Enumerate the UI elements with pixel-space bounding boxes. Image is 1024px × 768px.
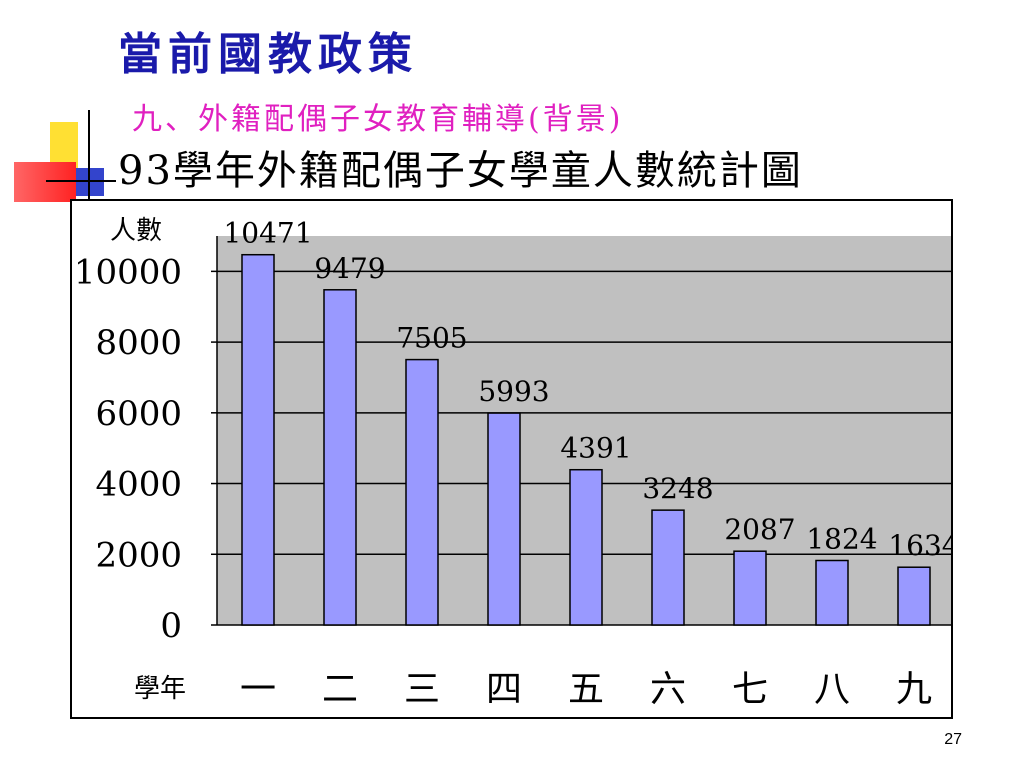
x-tick-label: 三 [404,669,440,710]
data-label: 1634 [888,529,951,562]
x-tick-label: 二 [322,669,358,710]
data-label: 5993 [478,375,549,408]
bar [897,566,931,626]
y-axis-label: 人數 [110,216,162,246]
deco-red-square [14,162,76,202]
x-tick-label: 五 [568,669,604,710]
y-tick-label: 6000 [95,394,182,434]
data-label: 1824 [806,522,877,555]
chart-heading: 93學年外籍配偶子女學童人數統計圖 [118,148,803,194]
x-tick-label: 一 [240,669,276,710]
x-tick-label: 七 [732,669,768,710]
bar [487,412,521,626]
bar [405,358,439,626]
bar [733,550,767,626]
data-label: 9479 [314,252,385,285]
x-axis-label: 學年 [134,674,186,704]
page-number: 27 [944,731,962,748]
y-tick-label: 0 [160,606,182,646]
slide-subtitle: 九、外籍配偶子女教育輔導(背景) [132,102,624,137]
x-tick-label: 八 [814,669,850,710]
data-label: 3248 [642,472,713,505]
y-tick-label: 8000 [95,323,182,363]
y-tick-label: 10000 [74,252,182,292]
bar [323,289,357,626]
y-tick-label: 4000 [95,465,182,505]
data-label: 7505 [396,322,467,355]
slide-title: 當前國教政策 [118,29,418,80]
data-label: 10471 [223,217,312,250]
bar [815,559,849,626]
x-tick-label: 六 [650,669,686,710]
data-label: 2087 [724,513,795,546]
bar [651,509,685,626]
x-tick-label: 四 [486,669,522,710]
bar [569,468,603,626]
bar [241,253,275,626]
chart-frame: 0 2000 4000 6000 8000 10000 人數學年 10471 一 9479 二 750… [70,199,953,719]
x-tick-label: 九 [896,669,932,710]
y-tick-label: 2000 [95,535,182,575]
deco-vertical-line [88,110,90,210]
deco-horizontal-line [46,180,116,182]
data-label: 4391 [560,432,631,465]
